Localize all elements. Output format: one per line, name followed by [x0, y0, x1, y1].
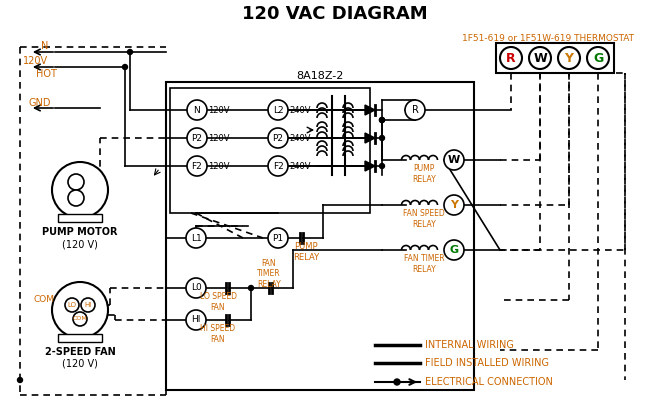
- Circle shape: [73, 312, 87, 326]
- Circle shape: [17, 378, 23, 383]
- Text: F2: F2: [192, 161, 202, 171]
- Text: L0: L0: [191, 284, 202, 292]
- Circle shape: [379, 117, 385, 122]
- Circle shape: [68, 190, 84, 206]
- Text: 240V: 240V: [289, 134, 311, 142]
- Text: PUMP MOTOR: PUMP MOTOR: [42, 227, 118, 237]
- Circle shape: [187, 128, 207, 148]
- Circle shape: [186, 278, 206, 298]
- Text: 8A18Z-2: 8A18Z-2: [296, 71, 344, 81]
- Text: Y: Y: [565, 52, 574, 65]
- Text: N: N: [42, 41, 49, 51]
- FancyBboxPatch shape: [166, 82, 474, 390]
- Text: 240V: 240V: [289, 161, 311, 171]
- Polygon shape: [365, 161, 375, 171]
- Text: W: W: [533, 52, 547, 65]
- Text: R: R: [411, 105, 419, 115]
- Circle shape: [65, 298, 79, 312]
- Text: (120 V): (120 V): [62, 359, 98, 369]
- Circle shape: [68, 174, 84, 190]
- Circle shape: [123, 65, 127, 70]
- Text: 120V: 120V: [208, 106, 230, 114]
- FancyBboxPatch shape: [58, 334, 102, 342]
- Text: 120V: 120V: [208, 134, 230, 142]
- Text: COM: COM: [34, 295, 54, 305]
- Text: P2: P2: [192, 134, 202, 142]
- Circle shape: [187, 156, 207, 176]
- Text: P1: P1: [273, 233, 283, 243]
- Circle shape: [405, 100, 425, 120]
- Text: 2-SPEED FAN: 2-SPEED FAN: [45, 347, 115, 357]
- Text: L1: L1: [191, 233, 202, 243]
- Text: F2: F2: [273, 161, 283, 171]
- Text: HI SPEED
FAN: HI SPEED FAN: [200, 324, 236, 344]
- Polygon shape: [365, 105, 375, 115]
- Circle shape: [500, 47, 522, 69]
- Text: P2: P2: [273, 134, 283, 142]
- Circle shape: [268, 228, 288, 248]
- Circle shape: [268, 100, 288, 120]
- Circle shape: [444, 240, 464, 260]
- Text: ELECTRICAL CONNECTION: ELECTRICAL CONNECTION: [425, 377, 553, 387]
- Circle shape: [81, 298, 95, 312]
- Circle shape: [52, 282, 108, 338]
- Text: N: N: [194, 106, 200, 114]
- Text: HI: HI: [192, 316, 201, 324]
- Circle shape: [268, 128, 288, 148]
- Circle shape: [529, 47, 551, 69]
- Text: LO SPEED
FAN: LO SPEED FAN: [200, 292, 237, 312]
- Text: PUMP
RELAY: PUMP RELAY: [412, 164, 436, 184]
- Text: W: W: [448, 155, 460, 165]
- Text: PUMP
RELAY: PUMP RELAY: [293, 242, 319, 262]
- Text: LO: LO: [68, 302, 76, 308]
- Text: 120 VAC DIAGRAM: 120 VAC DIAGRAM: [242, 5, 428, 23]
- Text: 120V: 120V: [23, 56, 48, 66]
- Circle shape: [379, 163, 385, 168]
- Circle shape: [379, 117, 385, 122]
- Text: R: R: [507, 52, 516, 65]
- Text: FAN TIMER
RELAY: FAN TIMER RELAY: [404, 254, 444, 274]
- Text: 120V: 120V: [208, 161, 230, 171]
- FancyBboxPatch shape: [496, 43, 614, 73]
- Text: 240V: 240V: [289, 106, 311, 114]
- Circle shape: [52, 162, 108, 218]
- Circle shape: [444, 150, 464, 170]
- FancyBboxPatch shape: [170, 88, 370, 213]
- Text: COM: COM: [72, 316, 87, 321]
- Text: FIELD INSTALLED WIRING: FIELD INSTALLED WIRING: [425, 358, 549, 368]
- Circle shape: [444, 195, 464, 215]
- Circle shape: [127, 49, 133, 54]
- Text: FAN
TIMER
RELAY: FAN TIMER RELAY: [257, 259, 281, 289]
- Circle shape: [186, 310, 206, 330]
- Text: Y: Y: [450, 200, 458, 210]
- Text: GND: GND: [29, 98, 51, 108]
- Text: HI: HI: [84, 302, 92, 308]
- Text: INTERNAL WIRING: INTERNAL WIRING: [425, 340, 514, 350]
- Text: L2: L2: [273, 106, 283, 114]
- Text: 1F51-619 or 1F51W-619 THERMOSTAT: 1F51-619 or 1F51W-619 THERMOSTAT: [462, 34, 634, 42]
- Text: FAN SPEED
RELAY: FAN SPEED RELAY: [403, 210, 445, 229]
- Circle shape: [394, 379, 400, 385]
- Text: G: G: [593, 52, 603, 65]
- Circle shape: [268, 156, 288, 176]
- Text: G: G: [450, 245, 458, 255]
- Circle shape: [249, 285, 253, 290]
- Text: HOT: HOT: [36, 69, 56, 79]
- Polygon shape: [365, 133, 375, 143]
- Circle shape: [587, 47, 609, 69]
- Circle shape: [187, 100, 207, 120]
- Circle shape: [558, 47, 580, 69]
- Text: (120 V): (120 V): [62, 239, 98, 249]
- Circle shape: [186, 228, 206, 248]
- FancyBboxPatch shape: [58, 214, 102, 222]
- Circle shape: [379, 135, 385, 140]
